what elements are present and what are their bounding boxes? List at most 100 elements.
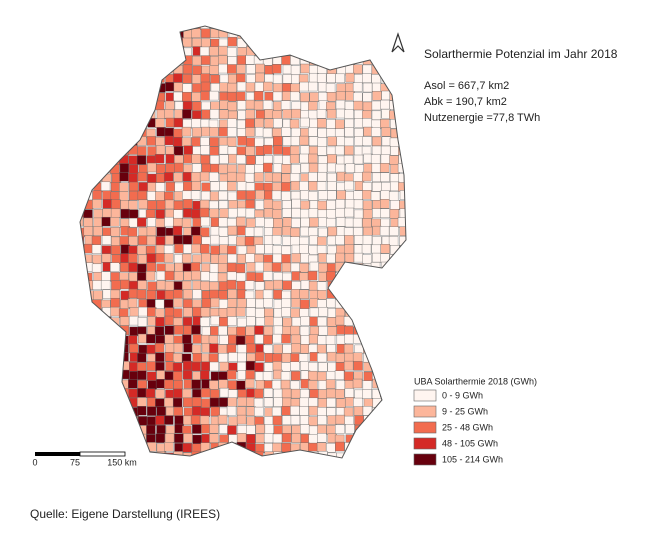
region (120, 47, 130, 57)
region (227, 181, 237, 191)
region (128, 253, 138, 263)
region (137, 119, 147, 129)
region (362, 73, 372, 84)
region (335, 424, 345, 435)
region (128, 388, 138, 399)
region (164, 415, 174, 425)
region (372, 55, 382, 65)
region (100, 181, 111, 192)
region (263, 462, 272, 471)
region (155, 218, 165, 228)
region (343, 38, 354, 48)
region (228, 352, 238, 362)
region (147, 82, 157, 92)
region (308, 136, 319, 146)
region (282, 74, 293, 84)
region (381, 28, 392, 38)
region (83, 361, 94, 371)
region (165, 82, 175, 92)
region (84, 26, 94, 30)
region (219, 82, 229, 93)
region (165, 462, 174, 471)
region (183, 154, 193, 164)
region (388, 407, 399, 417)
region (83, 217, 93, 228)
region (147, 217, 157, 227)
region (282, 280, 292, 290)
region (182, 462, 191, 471)
region (245, 370, 255, 380)
region (334, 145, 345, 156)
region (326, 397, 336, 408)
region (119, 171, 129, 182)
region (263, 28, 274, 38)
region (290, 289, 301, 299)
region (102, 56, 112, 66)
region (80, 216, 84, 227)
region (380, 461, 389, 470)
region (237, 245, 248, 256)
region (363, 433, 374, 444)
region (292, 460, 301, 469)
region (343, 360, 354, 371)
region (217, 344, 228, 354)
region (218, 325, 228, 336)
region (290, 361, 300, 371)
region (317, 137, 328, 147)
region (327, 181, 337, 191)
region (101, 380, 112, 391)
region (308, 227, 318, 237)
region (227, 253, 237, 264)
region (344, 207, 355, 218)
region (398, 101, 406, 111)
region (101, 216, 111, 227)
region (227, 245, 237, 255)
region (290, 180, 301, 191)
region (362, 64, 373, 75)
region (326, 407, 336, 417)
region (173, 191, 184, 201)
region (299, 244, 309, 254)
region (336, 55, 347, 65)
region (281, 173, 291, 183)
region (244, 236, 255, 246)
region (218, 55, 228, 65)
region (408, 73, 417, 82)
region (344, 380, 355, 390)
region (317, 424, 327, 435)
region (91, 244, 102, 254)
region (111, 146, 121, 156)
region (173, 325, 184, 335)
region (119, 37, 130, 48)
region (165, 181, 176, 192)
region (371, 110, 382, 121)
region (353, 26, 363, 31)
region (308, 334, 319, 344)
region (227, 225, 238, 236)
region (245, 146, 255, 156)
region (146, 434, 156, 444)
region (272, 74, 283, 85)
region (399, 119, 406, 129)
region (154, 343, 165, 353)
region (362, 190, 372, 200)
region (353, 128, 364, 138)
region (380, 308, 390, 318)
region (155, 209, 165, 219)
region (335, 307, 345, 318)
region (218, 308, 229, 318)
region (272, 442, 282, 453)
region (110, 56, 121, 66)
region (335, 290, 345, 300)
region (210, 181, 220, 191)
region (344, 252, 355, 263)
region (136, 36, 147, 47)
region (101, 110, 111, 120)
region (271, 406, 282, 417)
region (308, 127, 318, 137)
region (309, 28, 319, 38)
region (372, 252, 382, 263)
region (246, 137, 256, 148)
region (254, 461, 263, 470)
region (291, 208, 302, 218)
